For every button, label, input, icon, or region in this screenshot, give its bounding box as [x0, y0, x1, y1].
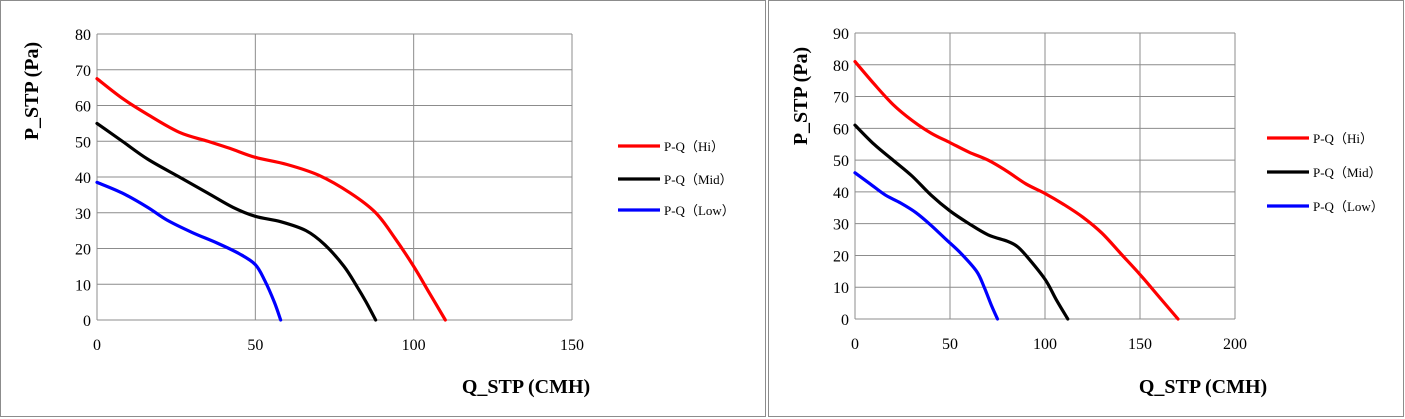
y-tick-label: 70	[833, 90, 849, 107]
series-line-0	[853, 60, 1180, 321]
y-tick-label: 50	[833, 153, 849, 170]
y-tick-label: 40	[75, 170, 91, 187]
y-tick-label: 60	[833, 121, 849, 138]
legend-entry-label: P-Q（Mid）	[664, 172, 733, 187]
series-line-1	[95, 121, 378, 322]
x-tick-label: 100	[402, 337, 426, 354]
legend-entry-label: P-Q（Low）	[664, 203, 735, 218]
x-axis-title: Q_STP (CMH)	[462, 376, 590, 398]
pq-chart-right: 0 10 20 30 40 50 60 70 80 90 0 50 100 150 200 Q_STP (CM…	[790, 26, 1384, 398]
y-tick-label: 60	[75, 99, 91, 116]
y-tick-label: 40	[833, 185, 849, 202]
chart-panel-left: 0 10 20 30 40 50 60 70 80 0 50 100 150 Q_STP (CMH) P_S…	[0, 0, 766, 417]
pq-chart-left: 0 10 20 30 40 50 60 70 80 0 50 100 150 Q_STP (CMH) P_S…	[21, 27, 735, 398]
y-tick-label: 80	[833, 58, 849, 75]
x-tick-label: 50	[247, 337, 263, 354]
x-axis-title: Q_STP (CMH)	[1139, 376, 1267, 398]
y-tick-label: 0	[841, 312, 849, 329]
y-tick-label: 10	[75, 277, 91, 294]
series-line-2	[95, 180, 283, 322]
x-tick-label: 100	[1033, 336, 1057, 353]
y-axis-title: P_STP (Pa)	[790, 47, 812, 145]
x-tick-label: 0	[851, 336, 859, 353]
legend-entry-label: P-Q（Hi）	[1313, 131, 1373, 146]
series-line-2	[853, 171, 1000, 321]
x-tick-label: 50	[942, 336, 958, 353]
y-axis-title: P_STP (Pa)	[21, 42, 43, 140]
y-tick-label: 10	[833, 280, 849, 297]
y-tick-label: 20	[833, 248, 849, 265]
y-tick-label: 90	[833, 26, 849, 43]
legend-entry-label: P-Q（Mid）	[1313, 165, 1382, 180]
x-tick-label: 200	[1223, 336, 1247, 353]
y-tick-label: 30	[75, 206, 91, 223]
x-tick-label: 150	[560, 337, 584, 354]
x-tick-label: 150	[1128, 336, 1152, 353]
x-tick-label: 0	[93, 337, 101, 354]
chart-panel-right: 0 10 20 30 40 50 60 70 80 90 0 50 100 150 200 Q_STP (CM…	[768, 0, 1404, 417]
series-line-1	[853, 123, 1070, 321]
y-tick-label: 70	[75, 63, 91, 80]
y-tick-label: 50	[75, 134, 91, 151]
y-tick-label: 30	[833, 217, 849, 234]
y-tick-label: 20	[75, 242, 91, 259]
y-tick-label: 80	[75, 27, 91, 44]
legend-entry-label: P-Q（Low）	[1313, 199, 1384, 214]
series-line-0	[95, 77, 447, 322]
y-tick-label: 0	[83, 313, 91, 330]
legend-entry-label: P-Q（Hi）	[664, 139, 724, 154]
